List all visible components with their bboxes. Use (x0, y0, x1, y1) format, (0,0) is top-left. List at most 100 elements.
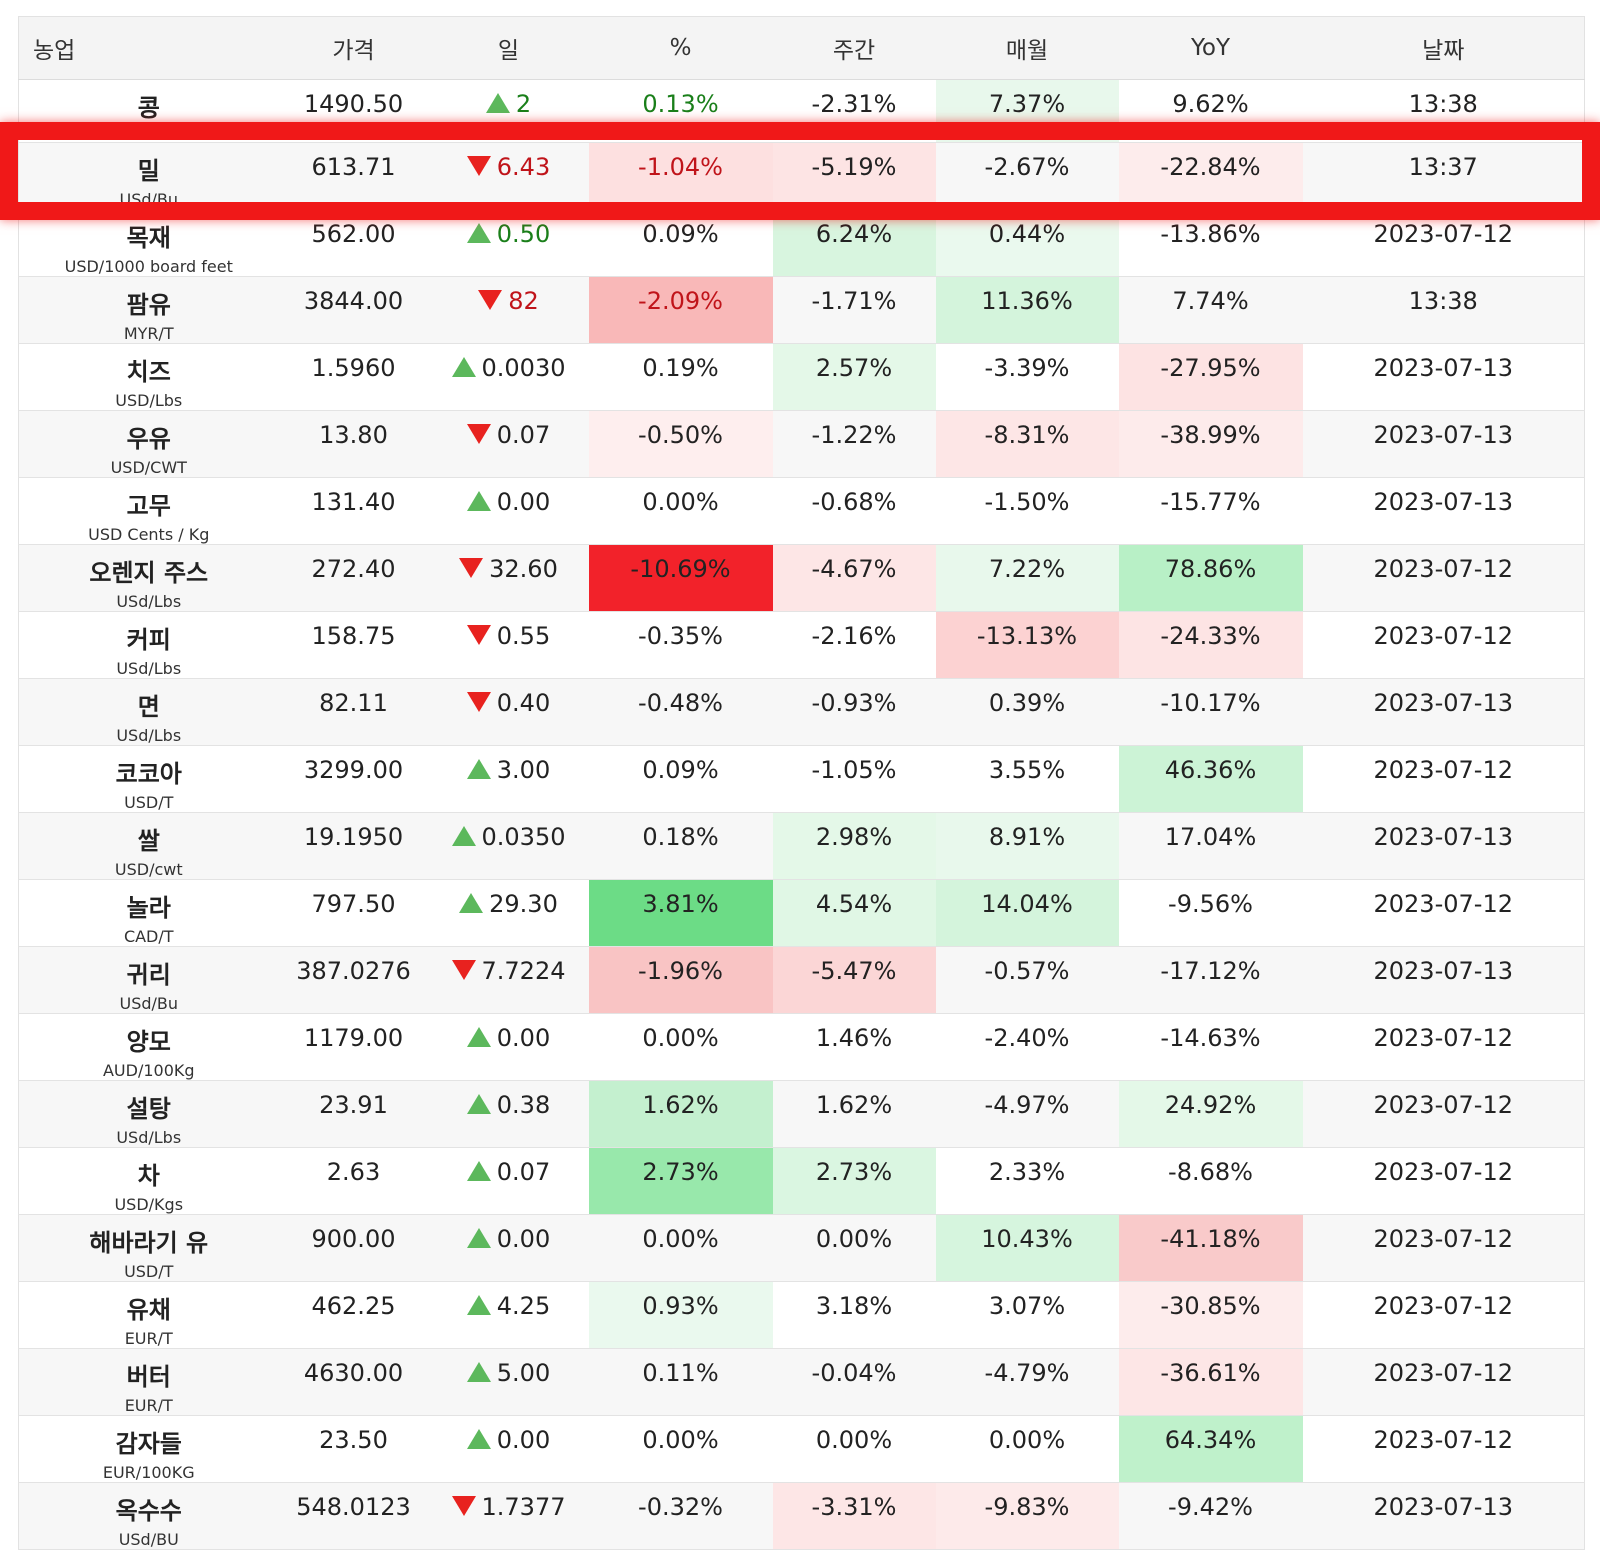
column-header-name[interactable]: 농업 (18, 16, 279, 80)
commodity-cell[interactable]: 면 USd/Lbs (18, 678, 279, 746)
commodity-name[interactable]: 밀 (137, 157, 160, 185)
monthly-cell: -13.13% (935, 611, 1119, 679)
table-row[interactable]: 옥수수 USd/BU 548.0123 1.7377 -0.32% -3.31% -9.83… (18, 1482, 1585, 1550)
commodity-name[interactable]: 차 (137, 1162, 160, 1190)
commodity-cell[interactable]: 차 USD/Kgs (18, 1147, 279, 1215)
table-row[interactable]: 귀리 USd/Bu 387.0276 7.7224 -1.96% -5.47% -0.57%… (18, 946, 1585, 1014)
table-row[interactable]: 코코아 USD/T 3299.00 3.00 0.09% -1.05% 3.55% 46.36… (18, 745, 1585, 813)
commodity-name[interactable]: 귀리 (126, 961, 171, 989)
column-header-weekly[interactable]: 주간 (772, 16, 936, 80)
table-row[interactable]: 차 USD/Kgs 2.63 0.07 2.73% 2.73% 2.33% -8.68% 202… (18, 1147, 1585, 1215)
commodity-cell[interactable]: 목재 USD/1000 board feet (18, 209, 279, 277)
monthly-value: -8.31% (984, 421, 1070, 449)
commodity-cell[interactable]: 오렌지 주스 USd/Lbs (18, 544, 279, 612)
monthly-cell: 7.37% (935, 79, 1119, 143)
commodity-unit: USd/Lbs (116, 592, 182, 611)
monthly-value: -3.39% (984, 354, 1070, 382)
monthly-cell: 11.36% (935, 276, 1119, 344)
day-change-cell: 0.00 (428, 1415, 589, 1483)
commodity-cell[interactable]: 코코아 USD/T (18, 745, 279, 813)
table-row[interactable]: 치즈 USD/Lbs 1.5960 0.0030 0.19% 2.57% -3.39% -27… (18, 343, 1585, 411)
table-row[interactable]: 면 USd/Lbs 82.11 0.40 -0.48% -0.93% 0.39% -10.17… (18, 678, 1585, 746)
table-row[interactable]: 콩 1490.50 2 0.13% -2.31% 7.37% 9.62% 13:38 (18, 79, 1585, 143)
commodity-name[interactable]: 콩 (137, 94, 160, 122)
commodity-cell[interactable]: 양모 AUD/100Kg (18, 1013, 279, 1081)
date-value: 2023-07-12 (1373, 1091, 1513, 1119)
monthly-cell: 10.43% (935, 1214, 1119, 1282)
price-cell: 562.00 (278, 209, 429, 277)
commodity-name[interactable]: 치즈 (126, 358, 171, 386)
table-row[interactable]: 설탕 USd/Lbs 23.91 0.38 1.62% 1.62% -4.97% 24.92%… (18, 1080, 1585, 1148)
column-header-date[interactable]: 날짜 (1302, 16, 1585, 80)
commodity-cell[interactable]: 놀라 CAD/T (18, 879, 279, 947)
price-cell: 2.63 (278, 1147, 429, 1215)
column-header-yoy[interactable]: YoY (1118, 16, 1303, 80)
commodity-name[interactable]: 오렌지 주스 (89, 559, 209, 587)
commodity-cell[interactable]: 귀리 USd/Bu (18, 946, 279, 1014)
commodity-name[interactable]: 양모 (126, 1028, 171, 1056)
column-header-percent[interactable]: % (588, 16, 773, 80)
commodity-cell[interactable]: 옥수수 USd/BU (18, 1482, 279, 1550)
commodity-cell[interactable]: 고무 USD Cents / Kg (18, 477, 279, 545)
table-row[interactable]: 해바라기 유 USD/T 900.00 0.00 0.00% 0.00% 10.43% -41… (18, 1214, 1585, 1282)
table-row[interactable]: 고무 USD Cents / Kg 131.40 0.00 0.00% -0.68% -1.… (18, 477, 1585, 545)
commodity-unit: USd/Lbs (116, 1128, 182, 1147)
table-row[interactable]: 감자들 EUR/100KG 23.50 0.00 0.00% 0.00% 0.00% 64.3… (18, 1415, 1585, 1483)
day-change-cell: 0.0030 (428, 343, 589, 411)
commodity-cell[interactable]: 감자들 EUR/100KG (18, 1415, 279, 1483)
commodity-name[interactable]: 옥수수 (115, 1497, 182, 1525)
commodity-cell[interactable]: 커피 USd/Lbs (18, 611, 279, 679)
price-cell: 613.71 (278, 142, 429, 210)
commodity-name[interactable]: 팜유 (126, 291, 171, 319)
commodity-name[interactable]: 목재 (126, 224, 171, 252)
commodity-name[interactable]: 해바라기 유 (89, 1229, 209, 1257)
table-row[interactable]: 버터 EUR/T 4630.00 5.00 0.11% -0.04% -4.79% -36.6… (18, 1348, 1585, 1416)
commodity-name[interactable]: 고무 (126, 492, 171, 520)
price-value: 900.00 (311, 1225, 396, 1253)
commodity-name[interactable]: 감자들 (115, 1430, 182, 1458)
table-row[interactable]: 우유 USD/CWT 13.80 0.07 -0.50% -1.22% -8.31% -38.… (18, 410, 1585, 478)
commodity-name[interactable]: 우유 (126, 425, 171, 453)
yoy-cell: 17.04% (1118, 812, 1303, 880)
commodity-cell[interactable]: 밀 USd/Bu (18, 142, 279, 210)
commodity-name[interactable]: 버터 (126, 1363, 171, 1391)
commodity-cell[interactable]: 쌀 USD/cwt (18, 812, 279, 880)
commodity-name[interactable]: 커피 (126, 626, 171, 654)
monthly-value: 10.43% (981, 1225, 1073, 1253)
percent-value: -0.50% (638, 421, 723, 449)
commodity-cell[interactable]: 유채 EUR/T (18, 1281, 279, 1349)
column-header-day[interactable]: 일 (428, 16, 589, 80)
table-row[interactable]: 팜유 MYR/T 3844.00 82 -2.09% -1.71% 11.36% 7.74% 1… (18, 276, 1585, 344)
commodity-cell[interactable]: 우유 USD/CWT (18, 410, 279, 478)
commodity-name[interactable]: 코코아 (115, 760, 182, 788)
commodity-name[interactable]: 놀라 (126, 894, 171, 922)
price-cell: 131.40 (278, 477, 429, 545)
commodity-cell[interactable]: 버터 EUR/T (18, 1348, 279, 1416)
table-row[interactable]: 쌀 USD/cwt 19.1950 0.0350 0.18% 2.98% 8.91% 17.0… (18, 812, 1585, 880)
column-header-price[interactable]: 가격 (278, 16, 429, 80)
yoy-cell: 64.34% (1118, 1415, 1303, 1483)
table-row[interactable]: 유채 EUR/T 462.25 4.25 0.93% 3.18% 3.07% -30.85% 2… (18, 1281, 1585, 1349)
yoy-value: -38.99% (1160, 421, 1261, 449)
commodity-cell[interactable]: 해바라기 유 USD/T (18, 1214, 279, 1282)
commodity-name[interactable]: 면 (137, 693, 160, 721)
commodity-cell[interactable]: 콩 (18, 79, 279, 143)
commodity-cell[interactable]: 치즈 USD/Lbs (18, 343, 279, 411)
table-row[interactable]: 목재 USD/1000 board feet 562.00 0.50 0.09% 6.24… (18, 209, 1585, 277)
weekly-cell: -0.68% (772, 477, 936, 545)
commodity-name[interactable]: 쌀 (137, 827, 160, 855)
table-row[interactable]: 오렌지 주스 USd/Lbs 272.40 32.60 -10.69% -4.67% 7.2… (18, 544, 1585, 612)
table-row[interactable]: 밀 USd/Bu 613.71 6.43 -1.04% -5.19% -2.67% -22.8… (18, 142, 1585, 210)
table-row[interactable]: 양모 AUD/100Kg 1179.00 0.00 0.00% 1.46% -2.40% -1… (18, 1013, 1585, 1081)
commodity-cell[interactable]: 설탕 USd/Lbs (18, 1080, 279, 1148)
percent-cell: 0.19% (588, 343, 773, 411)
table-row[interactable]: 놀라 CAD/T 797.50 29.30 3.81% 4.54% 14.04% -9.56%… (18, 879, 1585, 947)
commodity-name[interactable]: 설탕 (126, 1095, 171, 1123)
commodity-unit: CAD/T (123, 927, 174, 946)
commodity-name[interactable]: 유채 (126, 1296, 171, 1324)
column-header-monthly[interactable]: 매월 (935, 16, 1119, 80)
commodity-cell[interactable]: 팜유 MYR/T (18, 276, 279, 344)
yoy-value: -13.86% (1160, 220, 1261, 248)
weekly-value: 0.00% (815, 1426, 893, 1454)
table-row[interactable]: 커피 USd/Lbs 158.75 0.55 -0.35% -2.16% -13.13% -2… (18, 611, 1585, 679)
